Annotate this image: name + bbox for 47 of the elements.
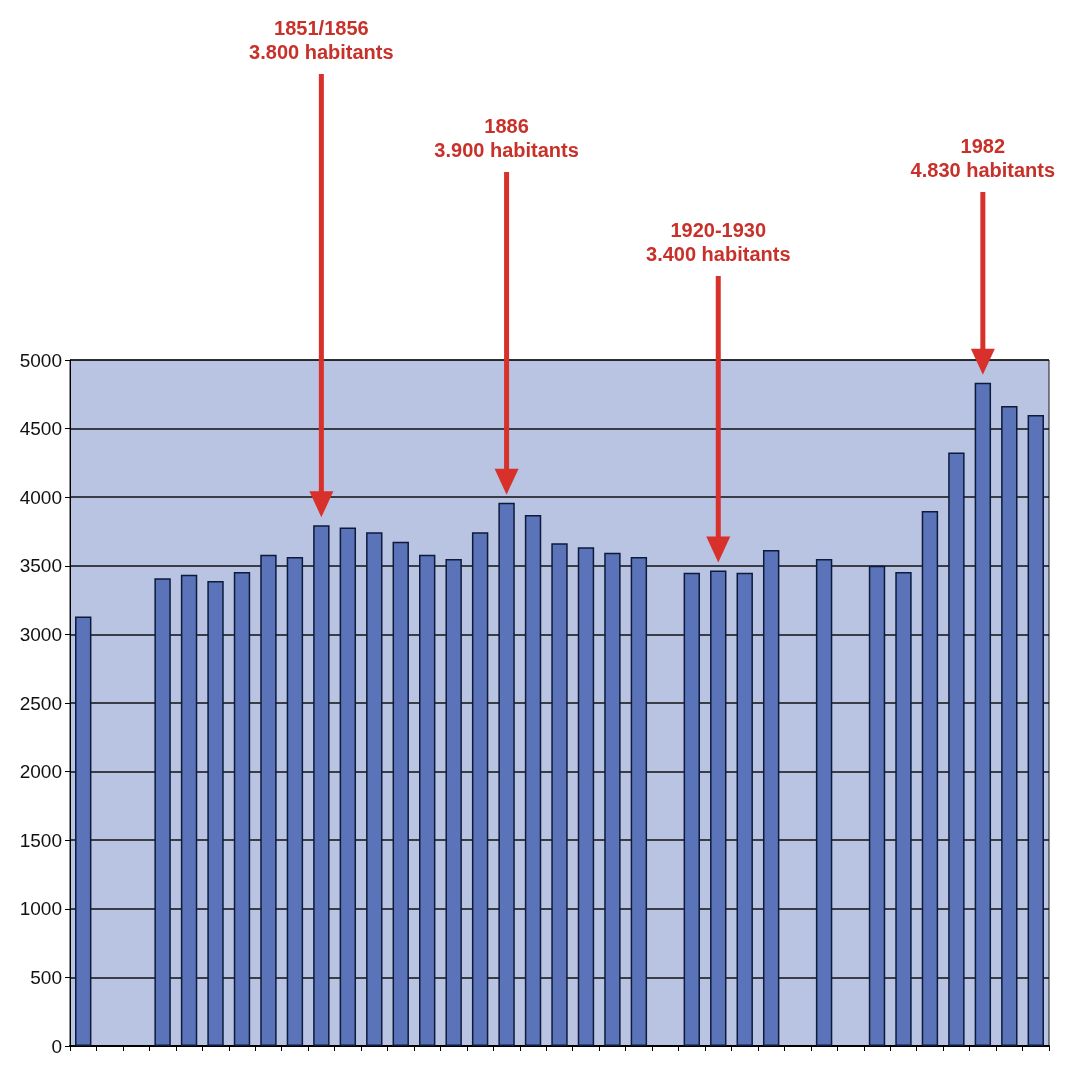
bar xyxy=(445,558,462,1046)
bar xyxy=(207,580,224,1046)
y-tick-label: 5000 xyxy=(19,349,62,371)
bar xyxy=(260,554,277,1046)
bar xyxy=(683,572,700,1046)
y-tick-label: 3000 xyxy=(19,623,62,645)
bar xyxy=(233,571,251,1046)
bar xyxy=(815,558,833,1046)
bar xyxy=(1027,414,1044,1046)
y-tick-label: 1500 xyxy=(19,829,62,851)
text: 1851/1856 3.800 habitants xyxy=(249,17,394,63)
y-tick-label: 0 xyxy=(51,1035,62,1057)
y-tick-label: 500 xyxy=(30,966,62,988)
bar xyxy=(75,616,92,1046)
bar xyxy=(762,550,780,1046)
bar xyxy=(895,571,912,1046)
text: 1886 3.900 habitants xyxy=(434,115,579,161)
y-tick-label: 1000 xyxy=(19,898,62,920)
bar xyxy=(339,527,357,1046)
bar xyxy=(948,452,965,1046)
bar xyxy=(868,565,886,1046)
y-tick-label: 4500 xyxy=(19,418,62,440)
y-tick-label: 4000 xyxy=(19,486,62,508)
bar xyxy=(630,556,648,1046)
bar xyxy=(286,556,304,1046)
bar xyxy=(313,525,330,1046)
y-tick-label: 3500 xyxy=(19,555,62,577)
bar xyxy=(471,532,489,1046)
bar xyxy=(551,543,568,1046)
bar xyxy=(419,554,436,1046)
text: 1982 4.830 habitants xyxy=(910,135,1056,181)
bar xyxy=(577,547,595,1046)
bar xyxy=(154,578,171,1046)
y-tick-label: 2500 xyxy=(19,692,62,714)
bar xyxy=(736,572,753,1046)
bar xyxy=(1001,405,1018,1046)
bar xyxy=(604,552,621,1046)
bar xyxy=(710,570,727,1046)
bar xyxy=(366,532,383,1046)
bar xyxy=(392,541,409,1046)
bar xyxy=(524,515,542,1046)
text: 1920-1930 3.400 habitants xyxy=(646,219,791,265)
bar xyxy=(180,574,198,1046)
bar xyxy=(498,502,515,1046)
bar xyxy=(921,510,939,1046)
bar xyxy=(974,382,992,1046)
y-tick-label: 2000 xyxy=(19,761,62,783)
